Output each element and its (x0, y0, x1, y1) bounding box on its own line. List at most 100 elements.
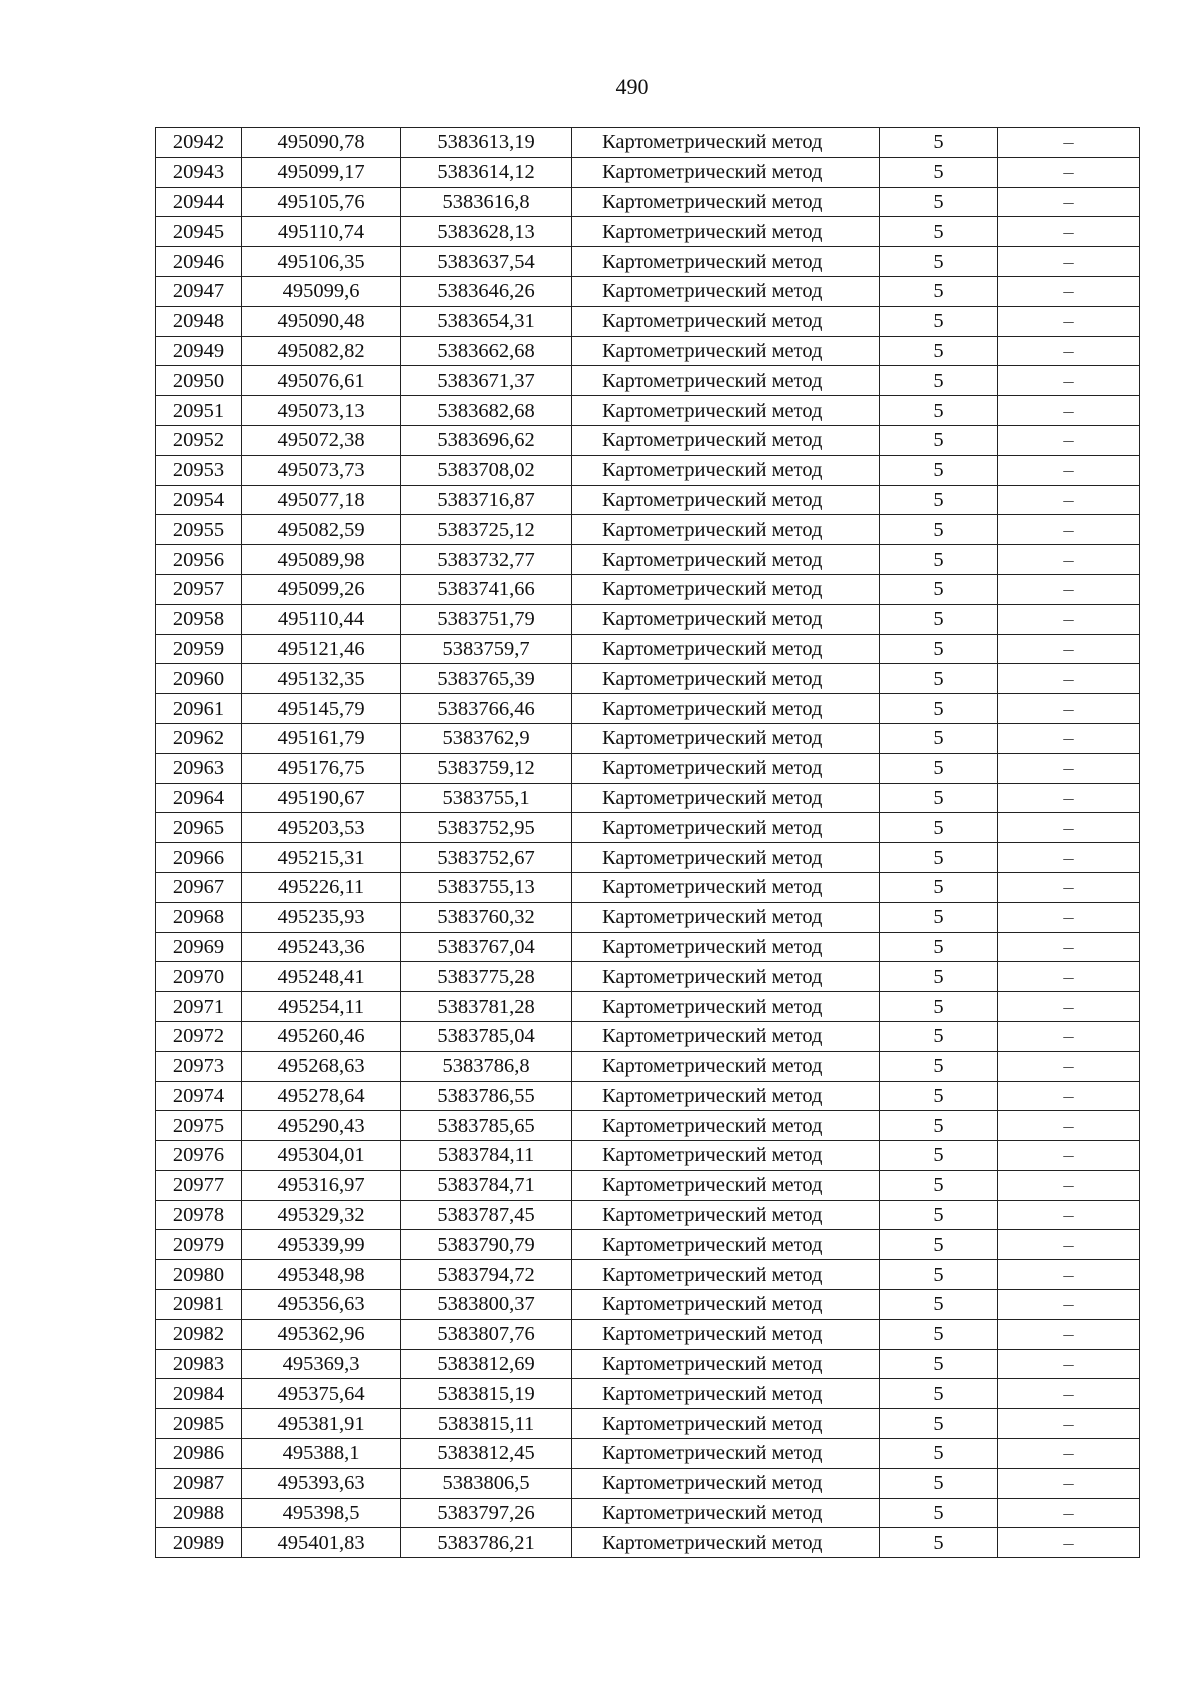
table-row: 20988 495398,5 5383797,26 Картометрический … (155, 1497, 1140, 1529)
table-row: 20974 495278,64 5383786,55 Картометрический… (155, 1080, 1140, 1112)
note-cell: – (997, 335, 1140, 367)
method-cell: Картометрический метод (571, 603, 880, 635)
table-row: 20954 495077,18 5383716,87 Картометрический… (155, 484, 1140, 516)
x-coordinate-cell: 495401,83 (241, 1527, 401, 1559)
note-cell: – (997, 484, 1140, 516)
table-row: 20947 495099,6 5383646,26 Картометрический … (155, 275, 1140, 307)
method-cell: Картометрический метод (571, 186, 880, 218)
x-coordinate-cell: 495381,91 (241, 1408, 401, 1440)
method-cell: Картометрический метод (571, 1318, 880, 1350)
method-cell: Картометрический метод (571, 573, 880, 605)
accuracy-cell: 5 (879, 752, 998, 784)
point-number-cell: 20958 (155, 603, 242, 635)
table-row: 20984 495375,64 5383815,19 Картометрический… (155, 1378, 1140, 1410)
table-row: 20985 495381,91 5383815,11 Картометрический… (155, 1408, 1140, 1440)
method-cell: Картометрический метод (571, 752, 880, 784)
note-cell: – (997, 544, 1140, 575)
note-cell: – (997, 1050, 1140, 1082)
table-row: 20959 495121,46 5383759,7 Картометрический … (155, 633, 1140, 665)
method-cell: Картометрический метод (571, 1169, 880, 1201)
note-cell: – (997, 1229, 1140, 1261)
note-cell: – (997, 1378, 1140, 1410)
point-number-cell: 20946 (155, 246, 242, 277)
accuracy-cell: 5 (879, 1050, 998, 1082)
note-cell: – (997, 842, 1140, 873)
x-coordinate-cell: 495329,32 (241, 1199, 401, 1231)
x-coordinate-cell: 495161,79 (241, 722, 401, 754)
table-row: 20971 495254,11 5383781,28 Картометрический… (155, 991, 1140, 1022)
y-coordinate-cell: 5383800,37 (400, 1289, 572, 1320)
note-cell: – (997, 812, 1140, 844)
x-coordinate-cell: 495316,97 (241, 1169, 401, 1201)
accuracy-cell: 5 (879, 1408, 998, 1440)
note-cell: – (997, 1318, 1140, 1350)
note-cell: – (997, 305, 1140, 337)
accuracy-cell: 5 (879, 1497, 998, 1529)
accuracy-cell: 5 (879, 1110, 998, 1142)
x-coordinate-cell: 495176,75 (241, 752, 401, 784)
x-coordinate-cell: 495132,35 (241, 663, 401, 695)
table-row: 20973 495268,63 5383786,8 Картометрический … (155, 1050, 1140, 1082)
method-cell: Картометрический метод (571, 1467, 880, 1499)
method-cell: Картометрический метод (571, 871, 880, 903)
x-coordinate-cell: 495110,44 (241, 603, 401, 635)
x-coordinate-cell: 495082,59 (241, 514, 401, 546)
y-coordinate-cell: 5383786,21 (400, 1527, 572, 1559)
coordinates-table: 20942 495090,78 5383613,19 Картометрический… (155, 127, 1140, 1559)
accuracy-cell: 5 (879, 1080, 998, 1112)
x-coordinate-cell: 495235,93 (241, 901, 401, 933)
point-number-cell: 20988 (155, 1497, 242, 1529)
point-number-cell: 20968 (155, 901, 242, 933)
accuracy-cell: 5 (879, 156, 998, 188)
note-cell: – (997, 1467, 1140, 1499)
accuracy-cell: 5 (879, 573, 998, 605)
y-coordinate-cell: 5383708,02 (400, 454, 572, 486)
y-coordinate-cell: 5383807,76 (400, 1318, 572, 1350)
x-coordinate-cell: 495215,31 (241, 842, 401, 873)
note-cell: – (997, 1080, 1140, 1112)
table-row: 20975 495290,43 5383785,65 Картометрический… (155, 1110, 1140, 1142)
method-cell: Картометрический метод (571, 722, 880, 754)
note-cell: – (997, 454, 1140, 486)
y-coordinate-cell: 5383616,8 (400, 186, 572, 218)
accuracy-cell: 5 (879, 275, 998, 307)
y-coordinate-cell: 5383716,87 (400, 484, 572, 516)
x-coordinate-cell: 495145,79 (241, 693, 401, 724)
table-row: 20952 495072,38 5383696,62 Картометрический… (155, 424, 1140, 456)
y-coordinate-cell: 5383815,19 (400, 1378, 572, 1410)
point-number-cell: 20954 (155, 484, 242, 516)
accuracy-cell: 5 (879, 1527, 998, 1559)
table-row: 20966 495215,31 5383752,67 Картометрический… (155, 842, 1140, 873)
note-cell: – (997, 663, 1140, 695)
point-number-cell: 20942 (155, 127, 242, 158)
point-number-cell: 20943 (155, 156, 242, 188)
point-number-cell: 20987 (155, 1467, 242, 1499)
method-cell: Картометрический метод (571, 454, 880, 486)
table-row: 20970 495248,41 5383775,28 Картометрический… (155, 961, 1140, 993)
method-cell: Картометрический метод (571, 216, 880, 248)
table-row: 20950 495076,61 5383671,37 Картометрический… (155, 365, 1140, 397)
point-number-cell: 20955 (155, 514, 242, 546)
table-row: 20989 495401,83 5383786,21 Картометрический… (155, 1527, 1140, 1559)
method-cell: Картометрический метод (571, 275, 880, 307)
x-coordinate-cell: 495356,63 (241, 1289, 401, 1320)
x-coordinate-cell: 495260,46 (241, 1020, 401, 1052)
x-coordinate-cell: 495393,63 (241, 1467, 401, 1499)
y-coordinate-cell: 5383786,8 (400, 1050, 572, 1082)
y-coordinate-cell: 5383775,28 (400, 961, 572, 993)
y-coordinate-cell: 5383654,31 (400, 305, 572, 337)
y-coordinate-cell: 5383662,68 (400, 335, 572, 367)
x-coordinate-cell: 495369,3 (241, 1348, 401, 1380)
accuracy-cell: 5 (879, 693, 998, 724)
y-coordinate-cell: 5383806,5 (400, 1467, 572, 1499)
y-coordinate-cell: 5383751,79 (400, 603, 572, 635)
method-cell: Картометрический метод (571, 246, 880, 277)
y-coordinate-cell: 5383759,12 (400, 752, 572, 784)
x-coordinate-cell: 495121,46 (241, 633, 401, 665)
x-coordinate-cell: 495090,78 (241, 127, 401, 158)
accuracy-cell: 5 (879, 1348, 998, 1380)
page-number: 490 (615, 74, 649, 99)
y-coordinate-cell: 5383646,26 (400, 275, 572, 307)
x-coordinate-cell: 495243,36 (241, 931, 401, 963)
point-number-cell: 20973 (155, 1050, 242, 1082)
